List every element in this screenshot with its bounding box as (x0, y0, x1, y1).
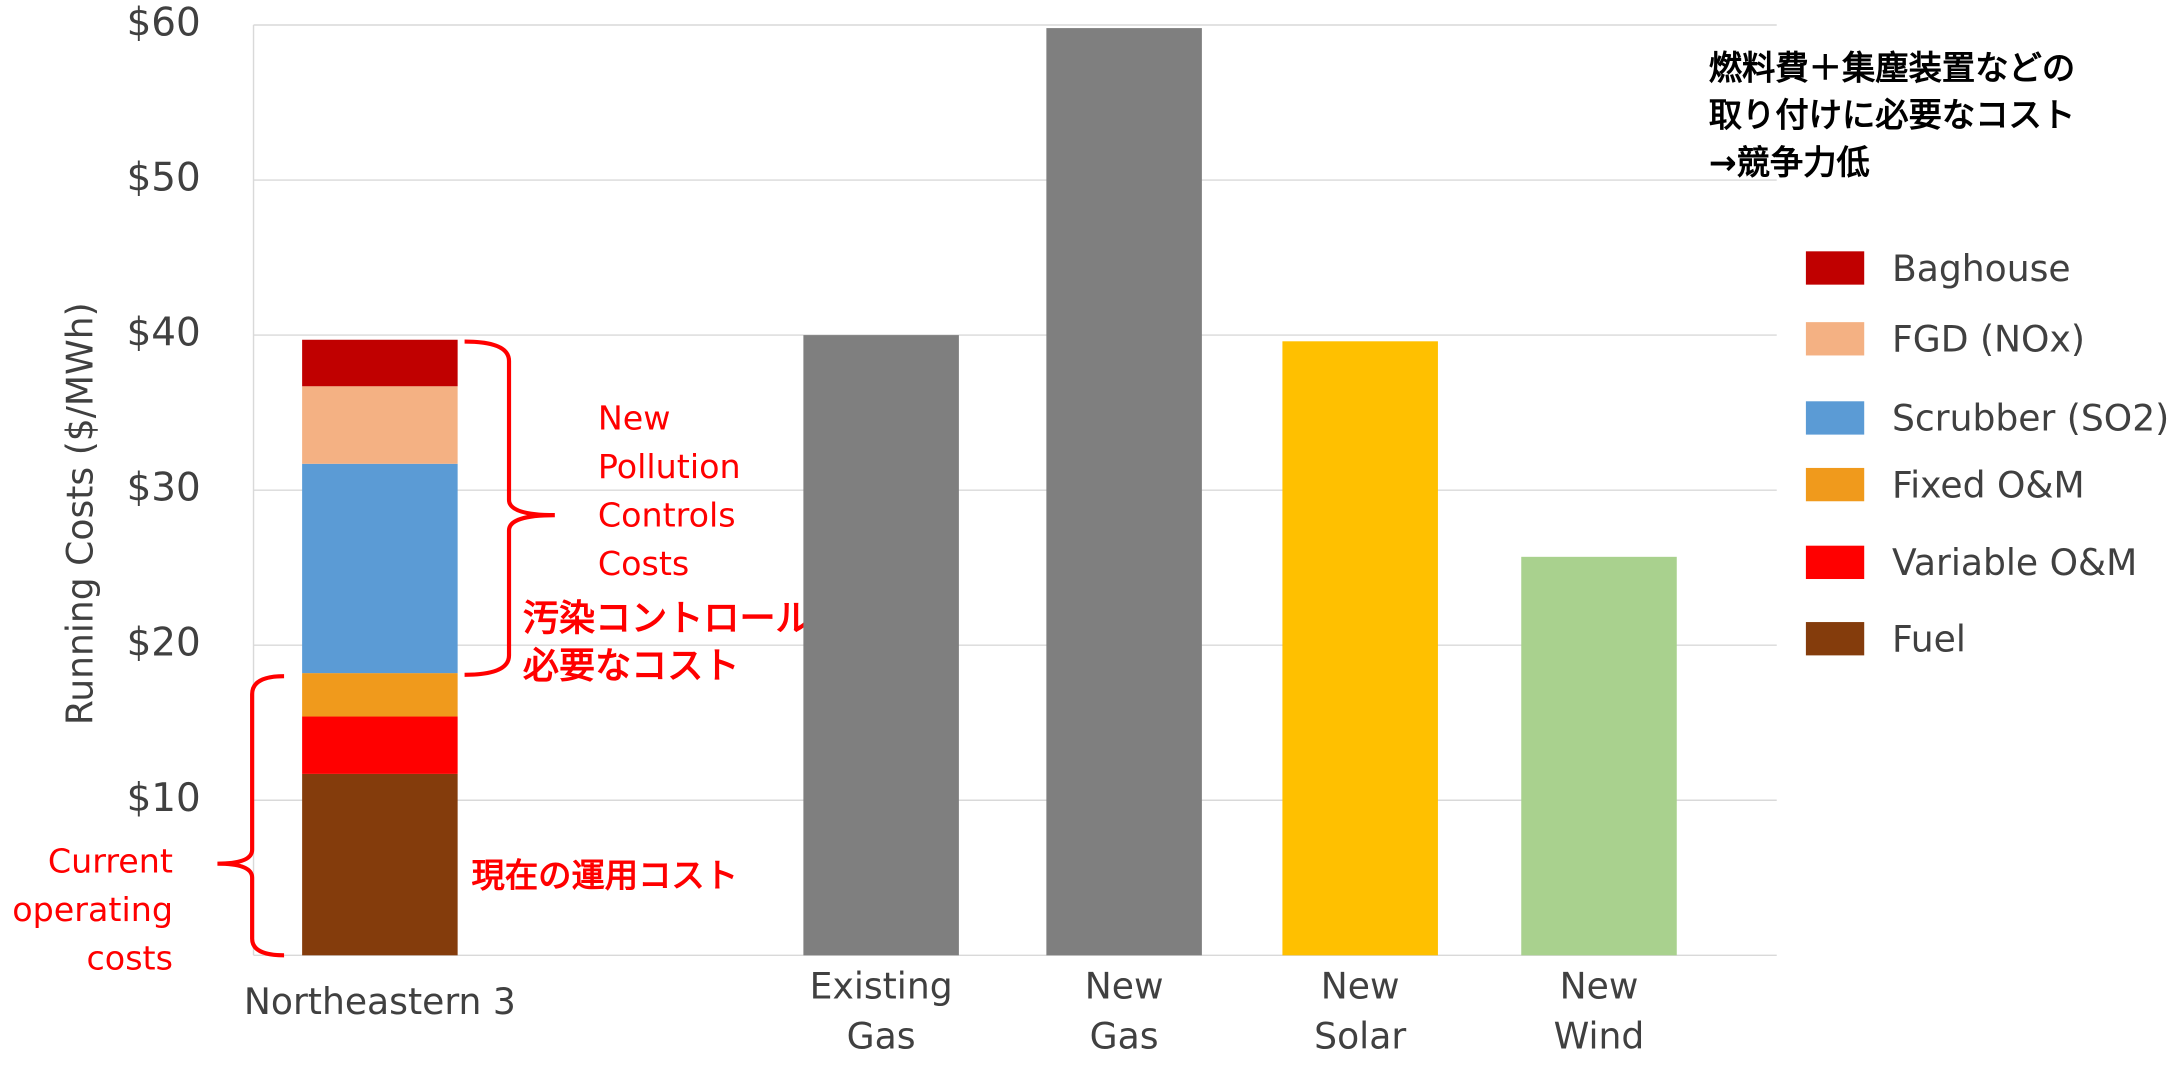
legend-label: Baghouse (1892, 247, 2071, 290)
legend-swatch (1805, 622, 1865, 656)
bar (1282, 341, 1438, 956)
legend-label: Variable O&M (1892, 541, 2137, 584)
x-tick-label: Northeastern 3 (244, 980, 516, 1023)
legend-label: FGD (NOx) (1892, 318, 2085, 361)
x-tick-label: New Gas (1085, 965, 1164, 1058)
legend-swatch (1805, 251, 1865, 285)
legend-swatch (1805, 401, 1865, 435)
x-tick-label: Existing Gas (810, 965, 953, 1058)
x-tick-label: New Wind (1554, 965, 1645, 1058)
annotation: New Pollution Controls Costs (598, 398, 741, 583)
y-tick-label: $30 (127, 466, 201, 511)
bracket (217, 674, 285, 958)
bar (803, 335, 959, 956)
bar-segment (302, 773, 458, 956)
legend-swatch (1805, 322, 1865, 356)
legend-label: Scrubber (SO2) (1892, 397, 2169, 440)
y-axis-label: Running Costs ($/MWh) (59, 302, 102, 725)
annotation: Current operating costs (12, 841, 173, 977)
bar-segment (302, 386, 458, 464)
bar-segment (302, 716, 458, 774)
y-tick-label: $10 (127, 776, 201, 821)
bar-segment (302, 463, 458, 674)
bar (1521, 556, 1677, 956)
annotation: 現在の運用コスト (472, 856, 739, 895)
annotation: 汚染コントロールに必要なコスト (523, 597, 848, 687)
y-tick-label: $50 (127, 156, 201, 201)
legend-label: Fuel (1892, 617, 1966, 660)
legend-label: Fixed O&M (1892, 463, 2085, 506)
y-tick-label: $20 (127, 621, 201, 666)
x-tick-label: New Solar (1314, 965, 1406, 1058)
bracket (464, 339, 555, 677)
annotation: 燃料費＋集塵装置などの取り付けに必要なコスト→競争力低 (1709, 48, 2075, 181)
bar (1046, 28, 1202, 956)
y-tick-label: $40 (127, 311, 201, 356)
y-tick-label: $60 (127, 0, 201, 45)
legend-swatch (1805, 545, 1865, 580)
legend-swatch (1805, 467, 1865, 502)
bar-segment (302, 673, 458, 717)
bar-segment (302, 339, 458, 387)
